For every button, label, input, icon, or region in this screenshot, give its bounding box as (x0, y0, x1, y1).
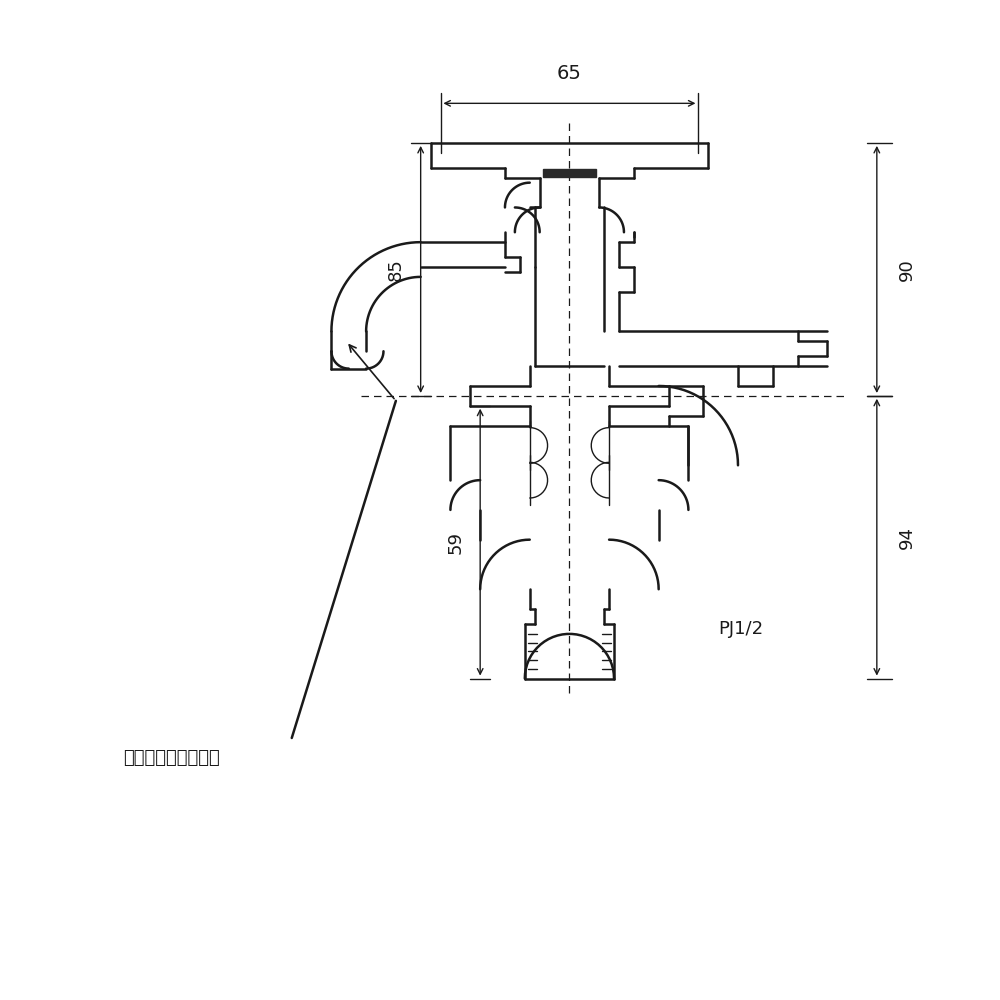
Text: 星形整流器付パイプ: 星形整流器付パイプ (123, 749, 220, 767)
Text: 59: 59 (446, 531, 464, 554)
Text: 85: 85 (387, 258, 405, 281)
Text: 65: 65 (557, 64, 582, 83)
Text: PJ1/2: PJ1/2 (718, 620, 763, 638)
Polygon shape (543, 169, 596, 177)
Text: 94: 94 (898, 526, 916, 549)
Text: 90: 90 (898, 258, 916, 281)
